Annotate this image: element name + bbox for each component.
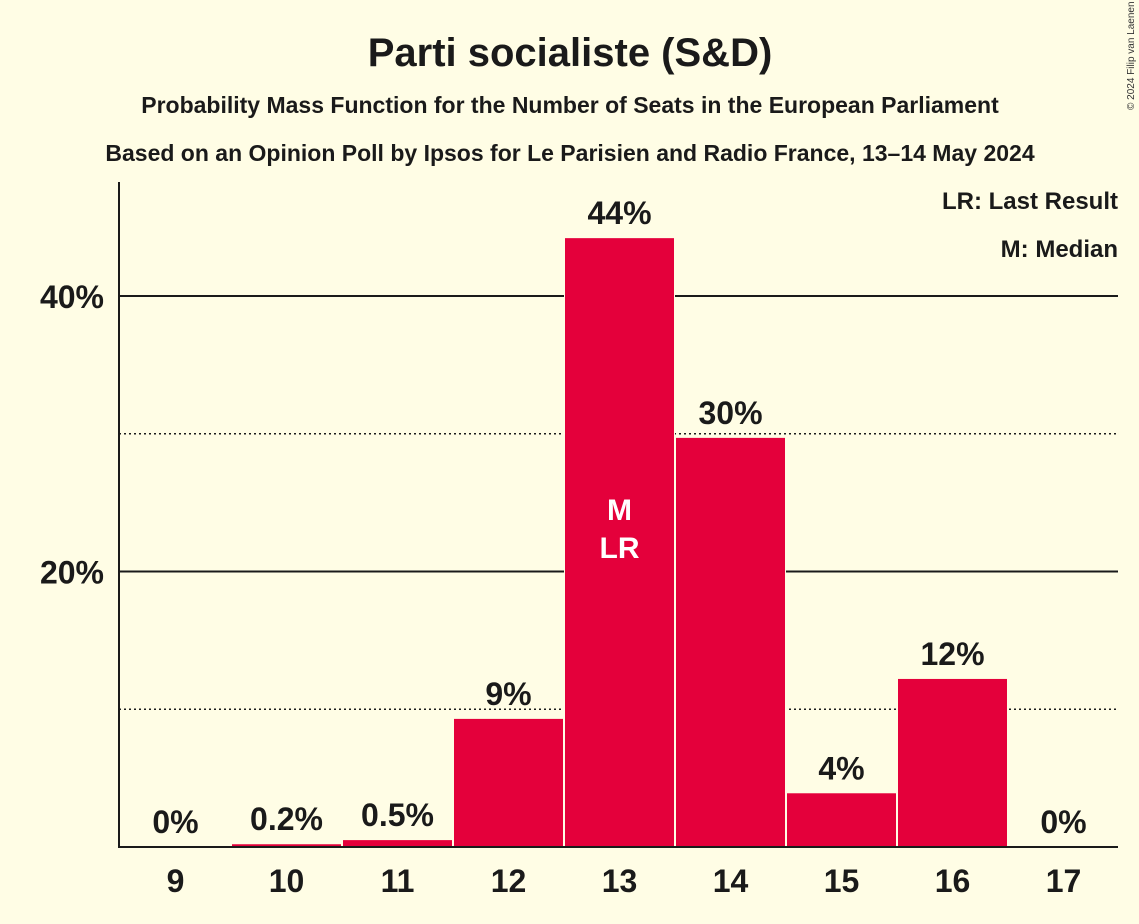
data-label: 0% [152,804,198,840]
bar [232,844,341,847]
data-label: 9% [485,676,531,712]
chart-subtitle-2: Based on an Opinion Poll by Ipsos for Le… [105,140,1034,166]
bar-marker-label: LR [600,532,640,565]
copyright-text: © 2024 Filip van Laenen [1126,1,1137,110]
x-tick-label: 12 [491,863,527,899]
bar [898,678,1007,847]
bar [454,718,563,847]
legend-last-result: LR: Last Result [942,188,1118,215]
chart-title: Parti socialiste (S&D) [368,31,773,75]
bar [787,793,896,847]
chart-subtitle: Probability Mass Function for the Number… [141,92,999,118]
data-label: 0.5% [361,797,434,833]
x-tick-label: 11 [381,863,415,899]
x-tick-label: 14 [713,863,749,899]
x-tick-label: 17 [1046,863,1082,899]
data-label: 4% [818,750,864,786]
x-tick-label: 16 [935,863,971,899]
x-tick-label: 9 [167,863,185,899]
bar-marker-label: M [607,494,632,527]
bar [343,840,452,847]
legend-median: M: Median [1001,236,1118,263]
x-tick-label: 10 [269,863,305,899]
y-tick-label: 20% [40,555,104,591]
y-tick-label: 40% [40,279,104,315]
x-tick-label: 15 [824,863,860,899]
x-tick-label: 13 [602,863,638,899]
data-label: 0.2% [250,801,323,837]
data-label: 30% [698,395,762,431]
data-label: 44% [587,195,651,231]
bar [565,238,674,847]
bar [676,437,785,847]
data-label: 0% [1040,804,1086,840]
plot-area: 20% 40% 0% 9 0.2% 10 0.5% 11 9% 12 44% 13 M LR 30% 14 4%… [40,182,1118,899]
data-label: 12% [920,636,984,672]
